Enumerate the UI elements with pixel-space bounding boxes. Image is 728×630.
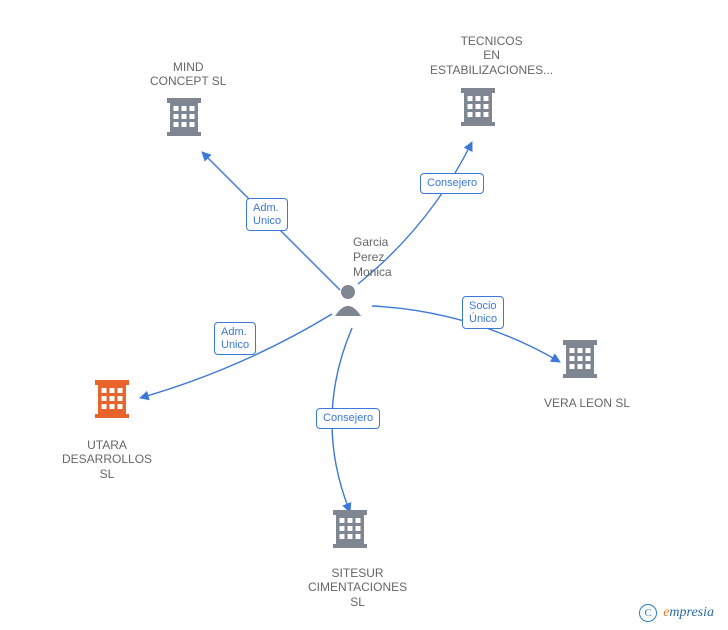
company-node-label: TECNICOS EN ESTABILIZACIONES... <box>430 34 553 77</box>
watermark-logo: C empresia <box>639 604 714 622</box>
edge-label: Adm. Unico <box>246 198 288 231</box>
company-node-label: VERA LEON SL <box>544 396 630 410</box>
edges-svg <box>0 0 728 630</box>
company-node: SITESUR CIMENTACIONES SL <box>308 566 407 609</box>
building-icon <box>461 88 495 126</box>
center-node-label: Garcia Perez Monica <box>353 235 392 280</box>
company-node-label: UTARA DESARROLLOS SL <box>62 438 152 481</box>
copyright-icon: C <box>639 604 657 622</box>
company-node: MIND CONCEPT SL <box>150 60 226 89</box>
building-icon <box>95 380 129 418</box>
building-icon <box>333 510 367 548</box>
building-icon <box>563 340 597 378</box>
center-node: Garcia Perez Monica <box>353 235 392 280</box>
brand-text: empresia <box>663 605 714 621</box>
building-icon <box>167 98 201 136</box>
edge-label: Adm. Unico <box>214 322 256 355</box>
edge-label: Consejero <box>316 408 380 429</box>
company-node-label: SITESUR CIMENTACIONES SL <box>308 566 407 609</box>
company-node: VERA LEON SL <box>544 396 630 410</box>
company-node-label: MIND CONCEPT SL <box>150 60 226 89</box>
edge-label: Socio Único <box>462 296 504 329</box>
company-node: UTARA DESARROLLOS SL <box>62 438 152 481</box>
diagram-canvas: Garcia Perez Monica MIND CONCEPT SL TECNI… <box>0 0 728 630</box>
company-node: TECNICOS EN ESTABILIZACIONES... <box>430 34 553 77</box>
edge-label: Consejero <box>420 173 484 194</box>
